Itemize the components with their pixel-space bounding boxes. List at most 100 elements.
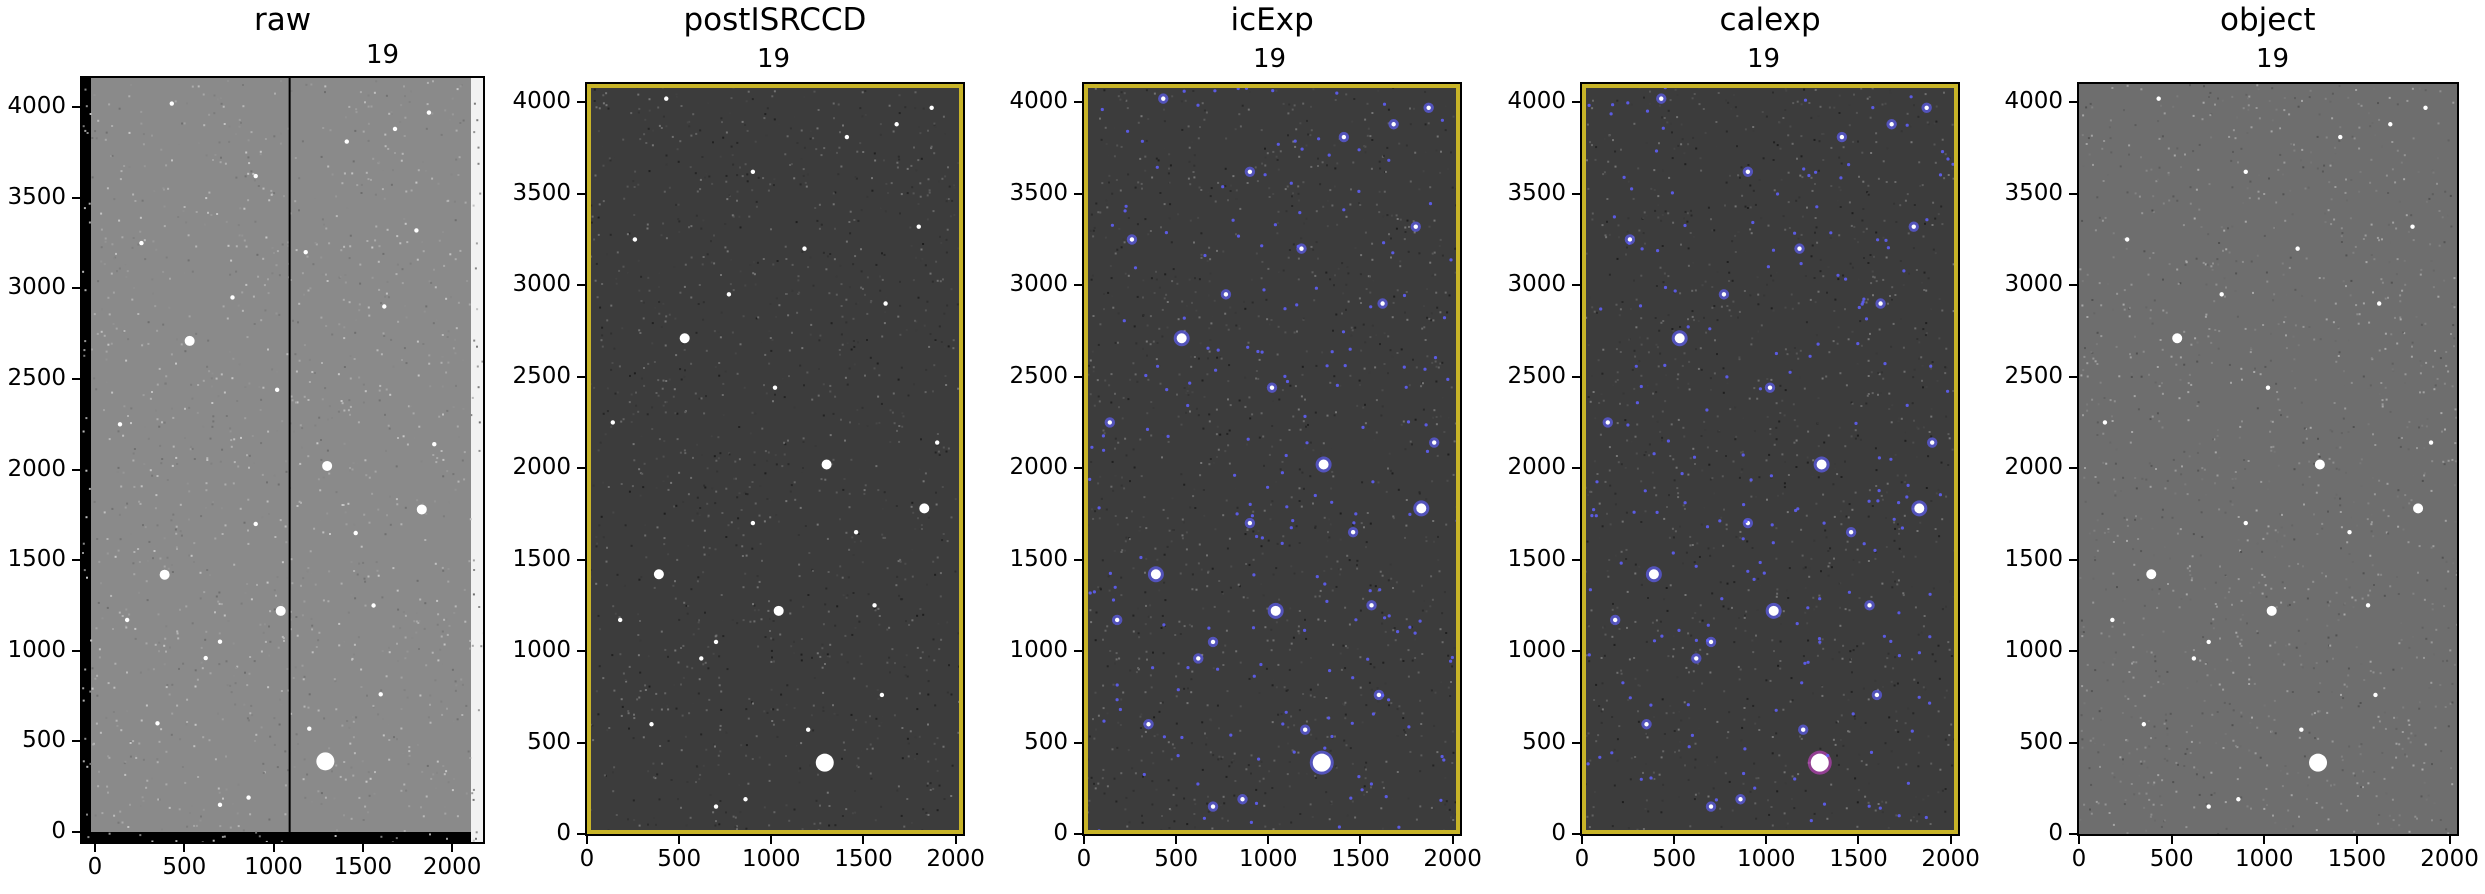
detection-mask (1847, 590, 1851, 594)
detection-mask (1342, 208, 1346, 212)
star (1146, 722, 1151, 727)
detection-mask (1680, 472, 1684, 476)
detection-mask (1758, 560, 1762, 565)
detection-mask (1381, 693, 1385, 698)
detection-mask (1683, 501, 1687, 505)
star (316, 752, 335, 771)
detection-mask (1905, 403, 1909, 407)
detection-mask (1774, 708, 1778, 712)
detection-mask (1829, 231, 1833, 235)
detection-mask (1649, 776, 1653, 780)
y-tick-label: 3000 (0, 274, 80, 300)
detection-mask (1655, 510, 1659, 514)
y-tick-label: 4000 (1973, 88, 2077, 114)
detection-mask (1280, 471, 1284, 475)
y-tick-label: 0 (1973, 820, 2077, 846)
star (1380, 301, 1385, 306)
star (1848, 529, 1854, 535)
star (353, 530, 358, 536)
detection-mask (1123, 209, 1127, 213)
detection-mask (1806, 660, 1810, 664)
y-tick-label: 3500 (0, 184, 80, 210)
detector-number: 19 (1747, 44, 1781, 74)
detection-mask (1862, 542, 1866, 546)
x-tick-label: 2000 (1408, 836, 1498, 872)
detection-mask (1826, 753, 1830, 758)
detection-mask (1796, 507, 1800, 511)
detection-mask (1291, 519, 1295, 523)
x-tick-label: 1500 (1813, 836, 1903, 872)
star (392, 126, 398, 132)
star (1839, 134, 1845, 140)
star (883, 301, 888, 306)
detection-mask (1162, 735, 1166, 739)
y-tick-label: 4000 (481, 88, 585, 114)
detection-mask (1088, 477, 1092, 481)
detection-mask (1424, 423, 1428, 427)
panel-title: object (2220, 2, 2316, 38)
detection-mask (1626, 423, 1630, 427)
detection-mask (1254, 801, 1259, 806)
star (217, 639, 223, 644)
detection-mask (1814, 170, 1818, 174)
detection-mask (1349, 796, 1353, 800)
star (1350, 529, 1356, 535)
y-tick-label: 3000 (1973, 271, 2077, 297)
star (246, 795, 251, 800)
y-tick-label: 2500 (0, 365, 80, 391)
y-tick-label: 4000 (1476, 88, 1580, 114)
detection-mask (1610, 751, 1614, 755)
detection-mask (1902, 269, 1906, 273)
detection-mask (1360, 788, 1364, 792)
sky-background (2079, 84, 2457, 834)
detection-mask (1289, 181, 1293, 185)
star (2172, 333, 2183, 344)
detection-mask (1587, 103, 1591, 107)
star (1800, 727, 1806, 732)
detection-mask (1335, 383, 1339, 387)
detection-mask (1910, 729, 1914, 733)
detection-mask (1387, 698, 1391, 702)
star (2265, 385, 2271, 390)
astro-image (1084, 84, 1460, 834)
detection-mask (1351, 676, 1355, 680)
star (1269, 385, 1275, 390)
detection-mask (1263, 173, 1267, 177)
star (1674, 333, 1685, 344)
detection-mask (1260, 350, 1264, 354)
detection-mask (1368, 589, 1372, 593)
star (159, 569, 170, 580)
detection-mask (1595, 480, 1599, 484)
star (184, 335, 195, 346)
detection-mask (1408, 512, 1412, 516)
panel-title: calexp (1719, 2, 1821, 38)
star (1426, 105, 1431, 110)
star (1810, 753, 1829, 772)
detection-mask (1361, 425, 1365, 429)
detection-mask (1255, 534, 1259, 539)
detection-mask (1671, 551, 1675, 555)
detection-mask (1876, 499, 1880, 503)
edge-mask-border (1582, 84, 1958, 834)
detection-mask (1246, 437, 1250, 441)
detection-mask (1231, 218, 1235, 222)
detection-mask (1643, 489, 1647, 493)
detection-mask (1139, 555, 1143, 560)
detection-mask (1097, 506, 1101, 510)
detection-mask (1266, 485, 1270, 489)
detection-mask (1635, 401, 1639, 405)
detection-mask (1925, 218, 1929, 222)
detection-mask (1113, 585, 1117, 589)
star (919, 503, 930, 514)
detection-mask (1587, 653, 1591, 657)
detection-mask (1259, 662, 1263, 667)
detection-mask (1928, 635, 1932, 639)
y-tick-label: 3000 (481, 271, 585, 297)
detection-mask (1233, 473, 1237, 477)
x-tick-label: 500 (1131, 836, 1221, 872)
detection-mask (1248, 502, 1252, 506)
detection-mask (1115, 683, 1119, 687)
star (217, 802, 223, 808)
detection-mask (1877, 456, 1881, 460)
